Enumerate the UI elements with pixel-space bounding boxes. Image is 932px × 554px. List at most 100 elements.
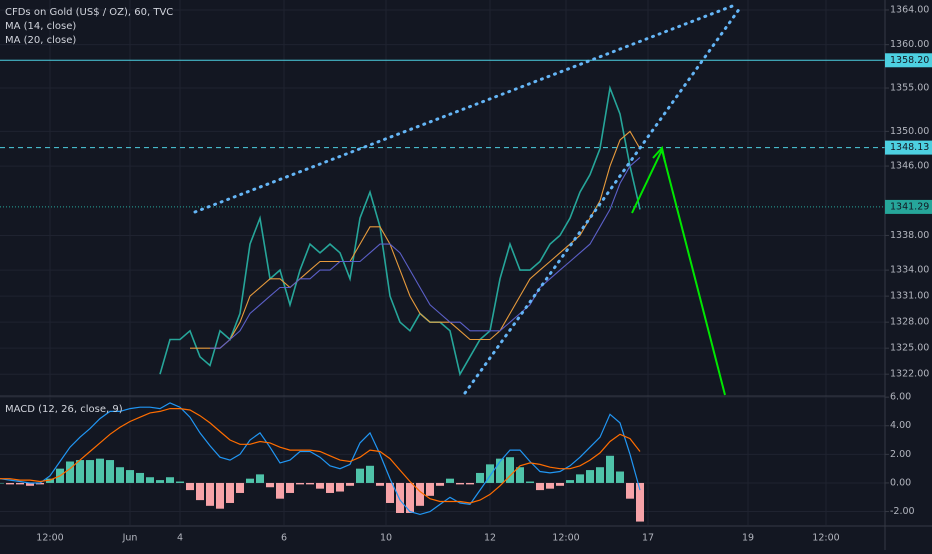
histogram-bar <box>536 482 544 491</box>
x-tick-label: 12:00 <box>36 533 63 544</box>
plot <box>0 59 885 522</box>
histogram-bar <box>266 482 274 488</box>
moving-average <box>190 130 641 349</box>
indicator-line <box>0 408 641 504</box>
y-tick-label: 1334.00 <box>890 265 929 276</box>
histogram-bar <box>216 482 224 509</box>
price-label: 1341.29 <box>890 201 929 212</box>
histogram-bar <box>556 482 564 486</box>
histogram-bar <box>116 467 124 483</box>
legend-entry: MA (14, close) <box>5 21 76 32</box>
histogram-bar <box>166 477 174 483</box>
x-tick-label: 17 <box>642 533 654 544</box>
histogram-bar <box>476 472 484 483</box>
y-tick-label: 1328.00 <box>890 317 929 328</box>
price-label: 1348.13 <box>890 142 929 153</box>
histogram-bar <box>256 474 264 483</box>
x-tick-label: 12:00 <box>552 533 579 544</box>
trend-line <box>193 3 737 214</box>
y-tick-label: 1355.00 <box>890 83 929 94</box>
indicator-title: MACD (12, 26, close, 9) <box>5 404 123 415</box>
y-tick-label: 1322.00 <box>890 369 929 380</box>
x-tick-label: 19 <box>742 533 754 544</box>
histogram-bar <box>386 482 394 503</box>
histogram-bar <box>446 478 454 483</box>
histogram-bar <box>16 482 24 485</box>
trend-line <box>463 6 742 395</box>
y-tick-label: 1331.00 <box>890 291 929 302</box>
x-tick-label: 12 <box>484 533 496 544</box>
histogram-bar <box>126 470 134 483</box>
x-tick-label: 4 <box>177 533 183 544</box>
histogram-bar <box>566 480 574 483</box>
grid <box>0 0 885 525</box>
x-tick-label: Jun <box>122 533 138 544</box>
histogram-bar <box>6 482 14 485</box>
histogram-bar <box>586 470 594 483</box>
histogram-bar <box>406 482 414 513</box>
histogram-bar <box>606 455 614 483</box>
histogram-bar <box>326 482 334 493</box>
y-tick-label: -2.00 <box>890 506 915 517</box>
histogram-bar <box>196 482 204 501</box>
histogram-bar <box>86 460 94 483</box>
x-tick-label: 12:00 <box>812 533 839 544</box>
histogram-bar <box>416 482 424 506</box>
histogram-bar <box>146 477 154 483</box>
histogram-bar <box>336 482 344 492</box>
histogram-bar <box>246 478 254 483</box>
price-label-bg <box>885 199 932 214</box>
histogram-bar <box>616 471 624 483</box>
histogram-bar <box>36 482 44 485</box>
histogram-bar <box>426 482 434 496</box>
y-tick-label: 4.00 <box>890 420 911 431</box>
price-label-bg <box>885 140 932 155</box>
histogram-bar <box>366 465 374 483</box>
y-tick-label: 0.00 <box>890 477 911 488</box>
y-tick-label: 6.00 <box>890 392 911 403</box>
histogram-bar <box>516 467 524 483</box>
chart-title: CFDs on Gold (US$ / OZ), 60, TVC <box>5 7 173 18</box>
histogram-bar <box>276 482 284 499</box>
price-line <box>159 84 641 377</box>
histogram-bar <box>286 482 294 493</box>
drawings <box>193 3 742 396</box>
x-tick-label: 10 <box>380 533 392 544</box>
histogram-bar <box>0 482 4 484</box>
moving-average <box>210 156 641 349</box>
histogram-bar <box>156 480 164 483</box>
histogram-bar <box>456 482 464 485</box>
histogram-bar <box>626 482 634 499</box>
histogram-bar <box>236 482 244 493</box>
y-tick-label: 1360.00 <box>890 39 929 50</box>
histogram-bar <box>596 467 604 483</box>
y-tick-label: 1346.00 <box>890 161 929 172</box>
histogram-bar <box>136 472 144 483</box>
histogram-bar <box>346 482 354 486</box>
x-tick-label: 6 <box>281 533 287 544</box>
price-label-bg <box>885 53 932 68</box>
histogram-bar <box>356 468 364 483</box>
histogram-bar <box>226 482 234 503</box>
histogram-bar <box>636 482 644 522</box>
histogram-bar <box>26 482 34 486</box>
histogram-bar <box>506 457 514 483</box>
price-label: 1358.20 <box>890 55 929 66</box>
histogram-bar <box>106 460 114 483</box>
histogram-bar <box>436 482 444 486</box>
legend-entry: MA (20, close) <box>5 35 76 46</box>
histogram-bar <box>396 482 404 513</box>
histogram-bar <box>176 481 184 483</box>
histogram-bar <box>526 481 534 483</box>
histogram-bar <box>186 482 194 491</box>
histogram-bar <box>96 458 104 483</box>
histogram-bar <box>546 482 554 489</box>
axes: 1364.00 1360.00 1355.00 1350.00 1346.00 1338.… <box>36 4 932 544</box>
histogram-bar <box>376 482 384 486</box>
histogram-bar <box>206 482 214 506</box>
y-tick-label: 2.00 <box>890 449 911 460</box>
histogram-bar <box>496 458 504 483</box>
histogram-bar <box>306 482 314 485</box>
